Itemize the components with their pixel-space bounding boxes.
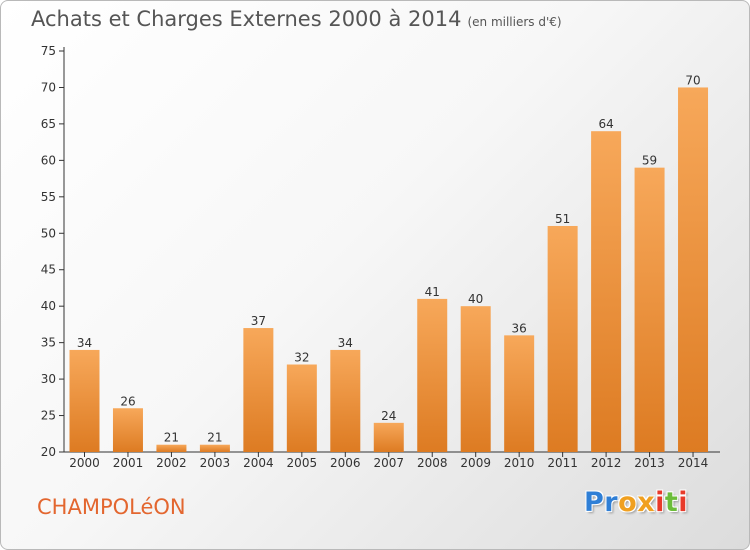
x-axis: 2000 2001 2002 2003 2004 2005 2006 2007 2008 2009…: [64, 451, 720, 470]
bar-2004[interactable]: [243, 328, 274, 452]
y-tick-label: 35: [41, 336, 56, 350]
y-tick-label: 70: [41, 80, 56, 94]
data-label: 21: [207, 431, 222, 445]
data-label: 21: [164, 431, 179, 445]
commune-name: CHAMPOLéON: [37, 495, 186, 519]
y-tick-label: 20: [41, 445, 56, 459]
x-tick-label: 2011: [547, 456, 578, 470]
logo-letter: t: [664, 487, 679, 518]
x-tick-label: 2013: [634, 456, 665, 470]
logo-letter: P: [584, 487, 605, 518]
bar-2002[interactable]: [156, 444, 187, 452]
x-tick-label: 2005: [287, 456, 318, 470]
y-tick-label: 55: [41, 190, 56, 204]
x-tick-label: 2000: [69, 456, 100, 470]
x-tick-label: 2009: [460, 456, 491, 470]
y-tick-label: 40: [41, 299, 56, 313]
bar-2003[interactable]: [199, 444, 230, 452]
logo-letter: x: [637, 487, 656, 518]
x-tick-label: 2002: [156, 456, 187, 470]
data-label: 64: [598, 117, 613, 131]
data-labels: 34 26 21 21 37 32 34 24 41 40 36 51 64 59 70: [77, 73, 701, 444]
data-label: 26: [120, 394, 135, 408]
bar-2009[interactable]: [460, 306, 491, 452]
x-tick-label: 2004: [243, 456, 274, 470]
y-tick-label: 60: [41, 153, 56, 167]
chart-title: Achats et Charges Externes 2000 à 2014 (e…: [31, 7, 562, 31]
y-tick-label: 65: [41, 117, 56, 131]
y-tick-label: 50: [41, 226, 56, 240]
y-tick-label: 45: [41, 263, 56, 277]
bar-2000[interactable]: [69, 349, 100, 452]
y-tick-label: 75: [41, 44, 56, 58]
bar-2005[interactable]: [286, 364, 317, 452]
bar-2007[interactable]: [373, 422, 404, 452]
logo-letter: r: [604, 487, 619, 518]
x-tick-label: 2001: [113, 456, 144, 470]
chart-subtitle: (en milliers d'€): [467, 15, 562, 29]
data-label: 36: [512, 321, 527, 335]
data-label: 34: [77, 336, 92, 350]
data-label: 37: [251, 314, 266, 328]
bar-2001[interactable]: [112, 408, 143, 452]
bar-2014[interactable]: [678, 87, 709, 453]
bar-2013[interactable]: [634, 167, 665, 452]
data-label: 24: [381, 409, 396, 423]
x-tick-label: 2012: [591, 456, 622, 470]
logo-letter: i: [678, 487, 689, 518]
proxiti-logo[interactable]: Proxiti: [584, 487, 688, 518]
y-tick-label: 25: [41, 409, 56, 423]
data-label: 41: [425, 285, 440, 299]
data-label: 51: [555, 212, 570, 226]
data-label: 32: [294, 351, 309, 365]
bars: [69, 87, 709, 453]
x-tick-label: 2003: [200, 456, 231, 470]
x-tick-label: 2010: [504, 456, 535, 470]
bar-2011[interactable]: [547, 225, 578, 452]
x-tick-label: 2008: [417, 456, 448, 470]
bar-2010[interactable]: [504, 335, 535, 452]
x-tick-label: 2006: [330, 456, 361, 470]
data-label: 59: [642, 154, 657, 168]
x-tick-label: 2007: [373, 456, 404, 470]
data-label: 40: [468, 292, 483, 306]
bar-2008[interactable]: [417, 298, 448, 452]
x-tick-label: 2014: [678, 456, 709, 470]
logo-letter: o: [618, 487, 638, 518]
chart-title-text: Achats et Charges Externes 2000 à 2014: [31, 7, 462, 31]
y-tick-label: 30: [41, 372, 56, 386]
data-label: 34: [338, 336, 353, 350]
data-label: 70: [685, 73, 700, 87]
bar-2012[interactable]: [591, 131, 622, 452]
bar-2006[interactable]: [330, 349, 361, 452]
y-axis: 20 25 30 35 40 45 50 55 60 65 70 75: [41, 44, 65, 459]
logo-letter: i: [655, 487, 665, 518]
